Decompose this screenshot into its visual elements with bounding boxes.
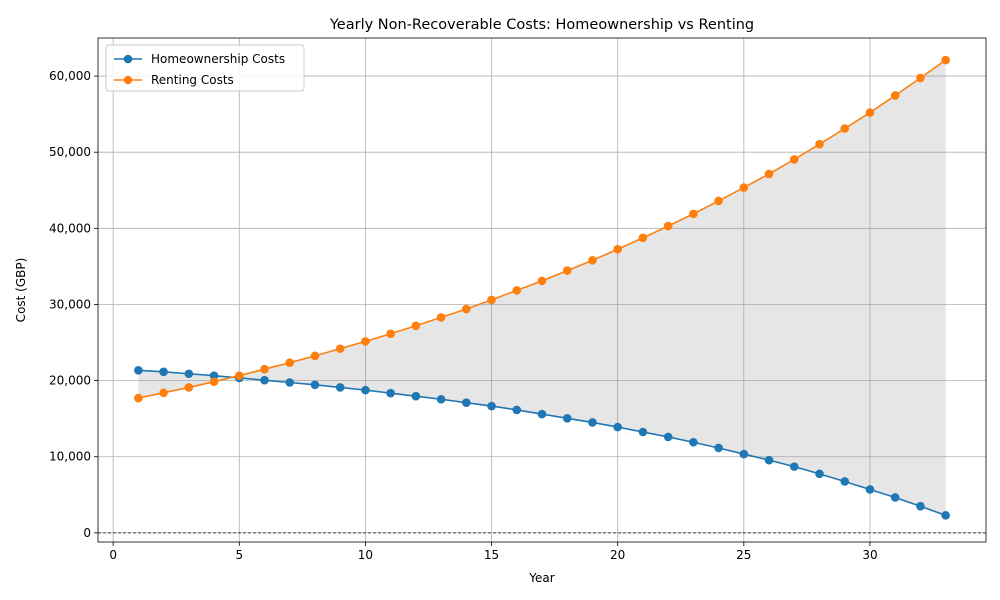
data-point (739, 183, 749, 192)
legend-label: Renting Costs (151, 73, 234, 87)
y-tick-label: 0 (83, 526, 91, 540)
x-axis-ticks: 0 5 10 15 20 25 30 (109, 542, 878, 562)
data-point (562, 413, 572, 423)
legend-marker (123, 54, 133, 64)
data-point (689, 209, 698, 219)
series-renting (134, 55, 950, 403)
x-tick-label: 5 (235, 548, 243, 562)
x-tick-label: 30 (862, 548, 877, 562)
grid-lines (98, 38, 986, 542)
data-point (184, 383, 194, 392)
data-point (865, 485, 875, 494)
data-point (184, 369, 194, 379)
data-point (815, 139, 824, 149)
y-tick-label: 60,000 (49, 69, 91, 83)
data-point (941, 511, 950, 520)
data-point (335, 383, 345, 392)
data-point (386, 388, 395, 398)
data-point (789, 462, 799, 471)
y-tick-label: 50,000 (49, 145, 91, 159)
data-point (840, 477, 850, 486)
data-point (159, 367, 168, 377)
legend-box (105, 44, 305, 92)
data-point (159, 388, 168, 398)
data-point (512, 405, 522, 415)
data-point (209, 377, 219, 387)
data-point (386, 329, 395, 339)
difference-area (138, 60, 946, 516)
data-point (411, 321, 421, 331)
data-point (512, 286, 522, 295)
data-point (789, 155, 799, 164)
data-point (890, 493, 900, 502)
data-point (310, 351, 320, 361)
x-axis-label: Year (528, 571, 554, 585)
series-homeownership (134, 366, 950, 520)
data-point (714, 196, 723, 206)
x-tick-label: 15 (484, 548, 499, 562)
data-point (361, 337, 370, 346)
data-point (663, 221, 673, 231)
data-point (411, 391, 421, 401)
fill-between-area (138, 60, 946, 516)
data-point (840, 124, 850, 133)
y-tick-label: 30,000 (49, 297, 91, 311)
legend: Homeownership Costs Renting Costs (105, 44, 305, 92)
data-point (487, 295, 496, 305)
y-tick-label: 10,000 (49, 450, 91, 464)
data-point (890, 91, 900, 100)
data-point (285, 378, 295, 387)
x-tick-label: 0 (109, 548, 117, 562)
series-layer (134, 55, 950, 520)
data-point (234, 371, 244, 380)
data-point (462, 304, 471, 314)
data-point (436, 313, 446, 322)
data-point (588, 256, 597, 265)
data-point (361, 385, 370, 395)
data-point (613, 244, 622, 254)
data-point (285, 358, 295, 368)
data-point (714, 443, 723, 453)
data-point (689, 437, 698, 447)
y-axis-label: Cost (GBP) (14, 258, 28, 323)
data-point (462, 398, 471, 407)
data-point (941, 55, 950, 65)
data-point (764, 455, 774, 465)
data-point (638, 427, 648, 437)
data-point (739, 449, 749, 459)
data-point (487, 401, 496, 411)
data-point (260, 364, 269, 374)
x-tick-label: 10 (358, 548, 373, 562)
data-point (537, 276, 547, 286)
data-point (260, 375, 269, 385)
data-point (335, 344, 345, 353)
data-point (916, 501, 925, 511)
y-axis-ticks: 0 10,000 20,000 30,000 40,000 50,000 60,000 (49, 69, 98, 540)
data-point (436, 394, 446, 404)
data-point (134, 366, 143, 375)
y-tick-label: 40,000 (49, 221, 91, 235)
data-point (815, 469, 824, 479)
data-point (209, 371, 219, 380)
data-point (916, 73, 925, 83)
data-point (537, 409, 547, 419)
legend-marker (123, 75, 133, 85)
data-point (638, 233, 648, 243)
y-tick-label: 20,000 (49, 374, 91, 388)
chart-title: Yearly Non-Recoverable Costs: Homeowners… (329, 17, 754, 33)
x-tick-label: 20 (610, 548, 625, 562)
data-point (663, 432, 673, 442)
data-point (134, 393, 143, 403)
data-point (865, 108, 875, 117)
data-point (310, 380, 320, 390)
plot-frame (97, 37, 987, 543)
x-tick-label: 25 (736, 548, 751, 562)
data-point (588, 418, 597, 427)
legend-label: Homeownership Costs (151, 52, 285, 66)
data-point (613, 422, 622, 432)
data-point (562, 266, 572, 275)
data-point (764, 169, 774, 179)
